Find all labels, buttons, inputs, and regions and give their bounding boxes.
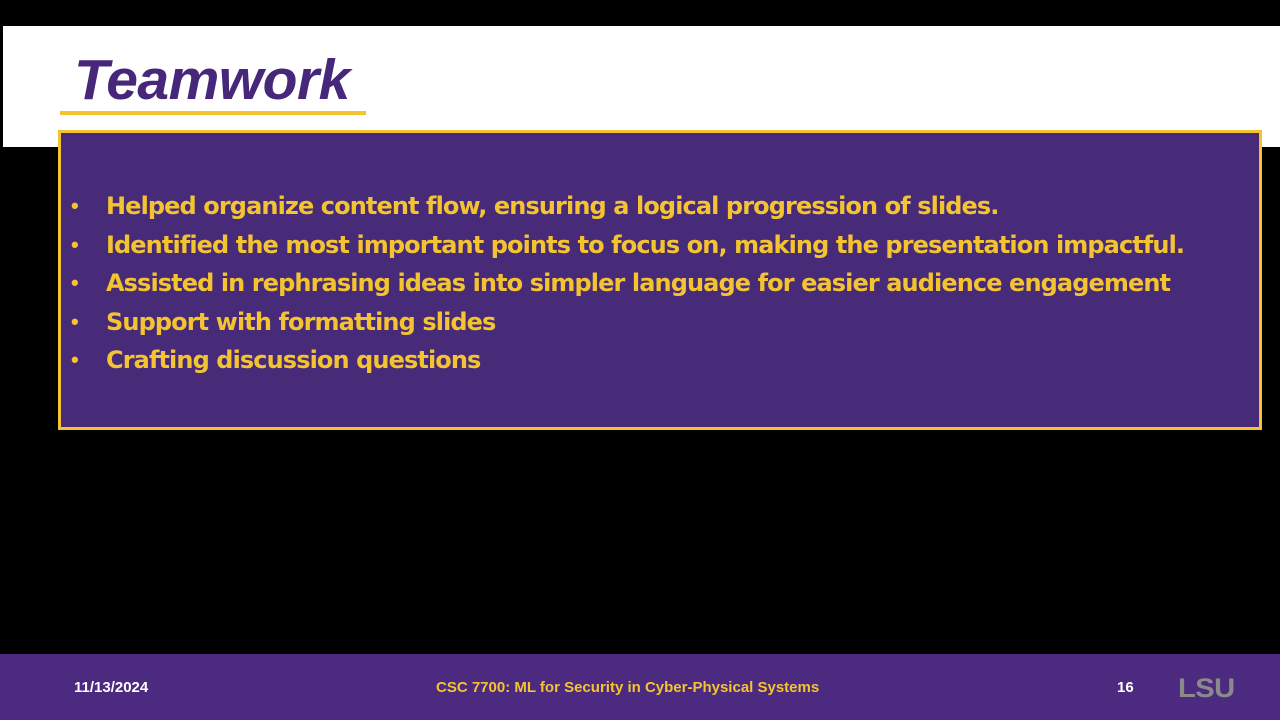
bullet-item: • Support with formatting slides xyxy=(61,303,1259,342)
lsu-logo: LSU xyxy=(1178,675,1247,701)
slide-title: Teamwork xyxy=(74,44,350,116)
bullet-icon: • xyxy=(71,264,78,303)
footer-bar: 11/13/2024 CSC 7700: ML for Security in … xyxy=(0,654,1280,720)
bullet-text: Support with formatting slides xyxy=(106,308,495,336)
bullet-item: • Identified the most important points t… xyxy=(61,226,1259,265)
bullet-item: • Crafting discussion questions xyxy=(61,341,1259,380)
bullet-text: Identified the most important points to … xyxy=(106,231,1184,259)
bullet-item: • Helped organize content flow, ensuring… xyxy=(61,187,1259,226)
bullet-icon: • xyxy=(71,303,78,342)
footer-course-title: CSC 7700: ML for Security in Cyber-Physi… xyxy=(436,679,819,697)
bullet-icon: • xyxy=(71,341,78,380)
title-underline xyxy=(60,111,366,115)
bullet-text: Assisted in rephrasing ideas into simple… xyxy=(106,269,1170,297)
bullet-item: • Assisted in rephrasing ideas into simp… xyxy=(61,264,1259,303)
bullet-list: • Helped organize content flow, ensuring… xyxy=(61,187,1259,380)
bullet-icon: • xyxy=(71,187,78,226)
bullet-text: Crafting discussion questions xyxy=(106,346,480,374)
page-number: 16 xyxy=(1117,679,1134,697)
bullet-icon: • xyxy=(71,226,78,265)
footer-date: 11/13/2024 xyxy=(74,679,148,697)
bullet-text: Helped organize content flow, ensuring a… xyxy=(106,192,999,220)
content-box: • Helped organize content flow, ensuring… xyxy=(58,130,1262,430)
